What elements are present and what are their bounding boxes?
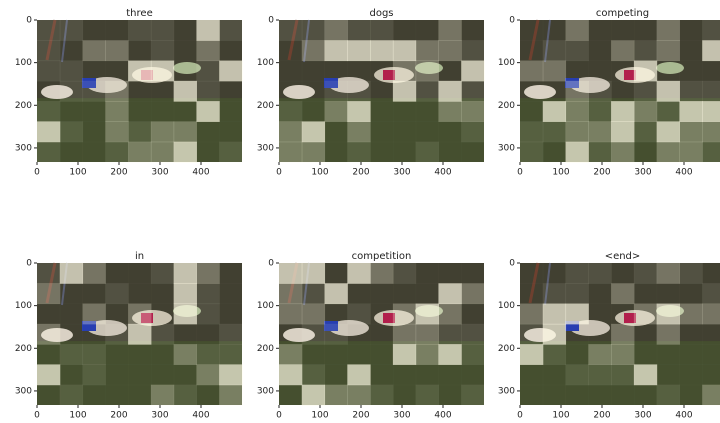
panel-title: in: [135, 251, 144, 262]
panel-title: competing: [596, 8, 649, 19]
panel-title: dogs: [369, 8, 393, 19]
x-tick-label: 300: [151, 411, 168, 421]
x-tick-label: 200: [110, 411, 127, 421]
y-tick-label: 100: [15, 301, 32, 311]
panel: dogs 0 100 200 300 400 0 100 200 300: [257, 8, 485, 178]
y-tick-label: 100: [257, 58, 274, 68]
y-tick-label: 100: [498, 301, 515, 311]
x-tick-label: 0: [276, 168, 282, 178]
x-tick-label: 400: [675, 411, 692, 421]
x-tick-label: 200: [110, 168, 127, 178]
panel: competition 0 100 200 300 400 0 100 200 300: [257, 251, 485, 421]
image: [279, 263, 485, 406]
x-tick-label: 200: [352, 168, 369, 178]
x-tick-label: 100: [69, 411, 86, 421]
x-tick-label: 0: [34, 411, 40, 421]
y-tick-label: 100: [257, 301, 274, 311]
y-tick-label: 300: [257, 143, 274, 153]
x-tick-label: 100: [552, 411, 569, 421]
y-tick-label: 200: [257, 101, 274, 111]
x-tick-label: 400: [434, 168, 451, 178]
x-tick-label: 100: [311, 168, 328, 178]
y-tick-label: 300: [498, 143, 515, 153]
y-tick-label: 200: [498, 344, 515, 354]
y-tick-label: 200: [15, 101, 32, 111]
y-tick-label: 300: [257, 386, 274, 396]
y-tick-label: 100: [15, 58, 32, 68]
x-tick-label: 400: [675, 168, 692, 178]
y-tick-label: 0: [268, 259, 274, 269]
y-tick-label: 200: [15, 344, 32, 354]
y-tick-label: 200: [498, 101, 515, 111]
panel: three 0 100 200 300 400 0 100 200 300: [15, 8, 243, 178]
panel: in 0 100 200 300 400 0 100 200 300: [15, 251, 243, 421]
panel-title: <end>: [605, 251, 641, 262]
y-tick-label: 0: [509, 259, 515, 269]
x-tick-label: 300: [393, 411, 410, 421]
x-tick-label: 0: [517, 411, 523, 421]
x-tick-label: 400: [192, 411, 209, 421]
x-tick-label: 400: [192, 168, 209, 178]
image: [520, 263, 720, 406]
panel: competing 0 100 200 300 400 0 100 200 300: [498, 8, 720, 178]
x-tick-label: 300: [151, 168, 168, 178]
y-tick-label: 100: [498, 58, 515, 68]
x-tick-label: 100: [69, 168, 86, 178]
x-tick-label: 0: [34, 168, 40, 178]
x-tick-label: 300: [634, 411, 651, 421]
y-tick-label: 0: [509, 16, 515, 26]
y-tick-label: 0: [26, 259, 32, 269]
y-tick-label: 0: [268, 16, 274, 26]
panel: <end> 0 100 200 300 400 0 100 200 300: [498, 251, 720, 421]
x-tick-label: 200: [352, 411, 369, 421]
x-tick-label: 100: [552, 168, 569, 178]
x-tick-label: 200: [593, 411, 610, 421]
figure: three 0 100 200 300 400 0 100 200 300 dogs 0 100 200 3…: [0, 0, 720, 423]
y-tick-label: 300: [15, 143, 32, 153]
panel-title: three: [126, 8, 152, 19]
x-tick-label: 200: [593, 168, 610, 178]
x-tick-label: 300: [634, 168, 651, 178]
y-tick-label: 300: [15, 386, 32, 396]
x-tick-label: 0: [517, 168, 523, 178]
image: [520, 20, 720, 163]
panel-title: competition: [352, 251, 412, 262]
image: [279, 20, 485, 163]
x-tick-label: 400: [434, 411, 451, 421]
x-tick-label: 300: [393, 168, 410, 178]
image: [37, 263, 243, 406]
y-tick-label: 0: [26, 16, 32, 26]
image: [37, 20, 243, 163]
y-tick-label: 200: [257, 344, 274, 354]
x-tick-label: 0: [276, 411, 282, 421]
x-tick-label: 100: [311, 411, 328, 421]
y-tick-label: 300: [498, 386, 515, 396]
